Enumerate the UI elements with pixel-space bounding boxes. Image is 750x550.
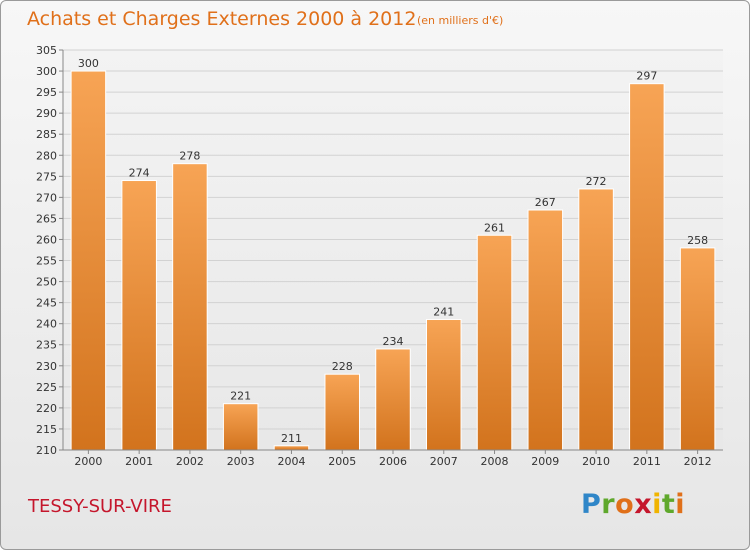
data-label: 267: [535, 196, 556, 209]
y-tick-label: 290: [36, 107, 57, 120]
bar-2004: [273, 445, 310, 451]
y-tick-label: 280: [36, 149, 57, 162]
y-tick-label: 305: [36, 44, 57, 57]
data-label: 274: [129, 167, 150, 180]
place-name: TESSY-SUR-VIRE: [28, 496, 172, 517]
bar-2003: [222, 403, 259, 451]
data-label: 228: [332, 360, 353, 373]
data-label: 258: [687, 234, 708, 247]
data-label: 261: [484, 221, 505, 234]
x-axis-ticks: 2000 2001 2002 2003 2004 2005 2006 2007 2008 2009…: [74, 450, 712, 468]
bar-2011: [629, 83, 665, 451]
x-tick-label: 2009: [531, 455, 559, 468]
x-tick-label: 2000: [74, 455, 102, 468]
x-tick-label: 2002: [176, 455, 204, 468]
chart-subtitle: (en milliers d'€): [417, 14, 504, 27]
y-tick-label: 250: [36, 276, 57, 289]
y-tick-label: 215: [36, 423, 57, 436]
y-tick-label: 210: [36, 444, 57, 457]
y-tick-label: 295: [36, 86, 57, 99]
data-label: 211: [281, 432, 302, 445]
y-tick-label: 225: [36, 381, 57, 394]
bar-2006: [375, 348, 411, 451]
y-tick-label: 285: [36, 128, 57, 141]
y-tick-label: 270: [36, 191, 57, 204]
y-tick-label: 255: [36, 255, 57, 268]
x-tick-label: 2012: [684, 455, 712, 468]
x-tick-label: 2011: [633, 455, 661, 468]
x-tick-label: 2003: [227, 455, 255, 468]
bar-2009: [527, 209, 564, 451]
y-tick-label: 245: [36, 297, 57, 310]
data-label: 297: [636, 70, 657, 83]
x-tick-label: 2010: [582, 455, 610, 468]
bar-2000: [70, 70, 107, 451]
data-label: 234: [383, 335, 404, 348]
x-tick-label: 2007: [430, 455, 458, 468]
y-tick-label: 300: [36, 65, 57, 78]
bar-2005: [324, 373, 360, 451]
x-tick-label: 2005: [328, 455, 356, 468]
data-label: 241: [433, 305, 454, 318]
y-tick-label: 220: [36, 402, 57, 415]
y-tick-label: 240: [36, 318, 57, 331]
y-axis-ticks: 210 215 220 225 230 235 240 245 250 255 260 265 270 2…: [36, 44, 63, 457]
data-label: 221: [230, 390, 251, 403]
x-tick-label: 2001: [125, 455, 153, 468]
x-tick-label: 2006: [379, 455, 407, 468]
data-label: 300: [78, 57, 99, 70]
y-tick-label: 275: [36, 170, 57, 183]
x-tick-label: 2004: [277, 455, 305, 468]
y-tick-label: 260: [36, 233, 57, 246]
bar-2002: [172, 163, 208, 451]
bar-2001: [121, 180, 157, 451]
bars: 300 274 278 221 211 228 234 241 261 267 272 297 258: [70, 57, 716, 451]
data-label: 278: [179, 150, 200, 163]
y-tick-label: 230: [36, 360, 57, 373]
y-tick-label: 235: [36, 339, 57, 352]
bar-2007: [426, 318, 462, 451]
bar-2008: [476, 234, 513, 451]
chart-title: Achats et Charges Externes 2000 à 2012: [27, 8, 417, 30]
data-label: 272: [586, 175, 607, 188]
bar-2012: [679, 247, 716, 451]
bar-2010: [578, 188, 614, 451]
x-tick-label: 2008: [481, 455, 509, 468]
y-tick-label: 265: [36, 212, 57, 225]
brand-logo: Proxiti: [581, 489, 686, 520]
